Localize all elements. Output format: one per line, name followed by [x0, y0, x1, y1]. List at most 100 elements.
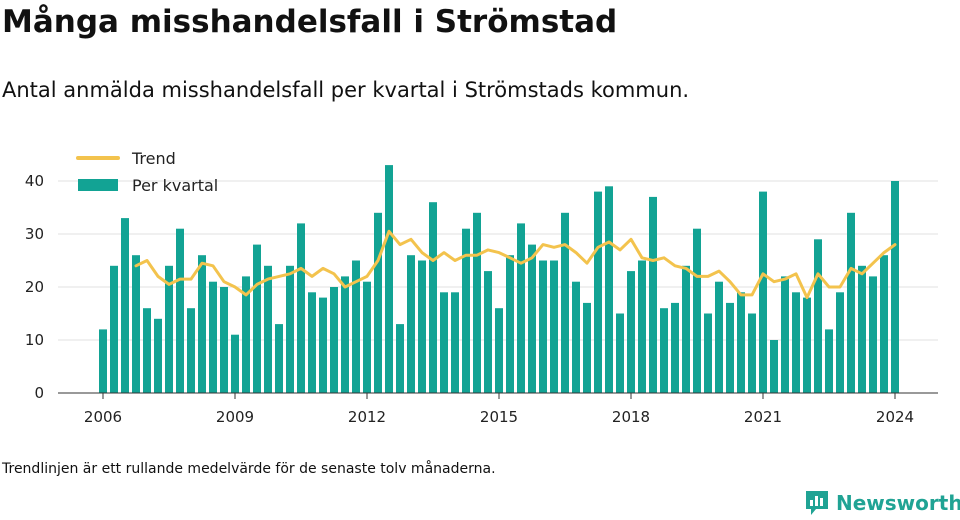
bar [187, 308, 195, 393]
chart-title: Många misshandelsfall i Strömstad [2, 4, 618, 40]
bar [550, 260, 558, 393]
bar [264, 265, 272, 393]
bar [440, 292, 448, 393]
bar [473, 212, 481, 393]
legend: Trend Per kvartal [76, 149, 218, 195]
bar [660, 308, 668, 393]
bar [671, 302, 679, 393]
x-tick-label: 2006 [84, 408, 122, 426]
bar [517, 223, 525, 393]
bar [649, 196, 657, 393]
bar [385, 165, 393, 393]
bar [594, 191, 602, 393]
bar [220, 287, 228, 393]
x-axis: 2006 2009 2012 2015 2018 2021 2024 [58, 392, 938, 426]
bar [341, 276, 349, 393]
bar [715, 281, 723, 393]
bar [858, 265, 866, 393]
brand-logo[interactable]: Newsworthy [804, 489, 960, 517]
bar [330, 287, 338, 393]
y-tick-label: 40 [25, 172, 44, 190]
brand-name: Newsworthy [836, 491, 960, 515]
bar [792, 292, 800, 393]
legend-bar-label: Per kvartal [132, 176, 218, 195]
x-tick-label: 2018 [612, 408, 650, 426]
trend-line [134, 229, 897, 300]
y-tick-label: 20 [25, 278, 44, 296]
bar-chart-logo-icon [806, 491, 828, 515]
bar [418, 260, 426, 393]
y-tick-label: 10 [25, 331, 44, 349]
y-tick-label: 30 [25, 225, 44, 243]
bar [605, 186, 613, 393]
legend-trend-label: Trend [131, 149, 176, 168]
bar [363, 281, 371, 393]
bar [781, 276, 789, 393]
bar [462, 228, 470, 393]
bar [880, 255, 888, 393]
bar-series [99, 165, 899, 393]
y-axis: 0 10 20 30 40 [25, 172, 44, 402]
bar [99, 329, 107, 393]
bar [231, 334, 239, 393]
legend-bar-swatch [78, 179, 118, 191]
bar [539, 260, 547, 393]
bar [891, 181, 899, 393]
bar [132, 255, 140, 393]
chart-subtitle: Antal anmälda misshandelsfall per kvarta… [2, 78, 690, 102]
bar [308, 292, 316, 393]
bar [869, 276, 877, 393]
x-tick-label: 2012 [348, 408, 386, 426]
bar [682, 265, 690, 393]
bar [286, 265, 294, 393]
footnote: Trendlinjen är ett rullande medelvärde f… [2, 461, 496, 477]
bar [561, 212, 569, 393]
bar [396, 324, 404, 393]
bar [506, 255, 514, 393]
bar [704, 313, 712, 393]
bar [484, 271, 492, 393]
bar [451, 292, 459, 393]
bar [583, 302, 591, 393]
bar [847, 212, 855, 393]
bar [198, 255, 206, 393]
bar [836, 292, 844, 393]
bar [495, 308, 503, 393]
bar [352, 260, 360, 393]
x-tick-label: 2015 [480, 408, 518, 426]
x-tick-label: 2021 [744, 408, 782, 426]
bar [374, 212, 382, 393]
bar [616, 313, 624, 393]
bar [429, 202, 437, 393]
bar [825, 329, 833, 393]
bar [143, 308, 151, 393]
bar [814, 239, 822, 393]
bar [528, 244, 536, 393]
bar [572, 281, 580, 393]
bar [726, 302, 734, 393]
bar [209, 281, 217, 393]
bar [737, 292, 745, 393]
bar [176, 228, 184, 393]
bar [242, 276, 250, 393]
y-tick-label: 0 [34, 384, 44, 402]
bar [638, 260, 646, 393]
bar [407, 255, 415, 393]
bar [627, 271, 635, 393]
bar [121, 218, 129, 393]
bar [154, 318, 162, 393]
bar [748, 313, 756, 393]
bar [253, 244, 261, 393]
bar [165, 265, 173, 393]
x-tick-label: 2024 [876, 408, 914, 426]
bar [759, 191, 767, 393]
bar [319, 297, 327, 393]
chart-area: 0 10 20 30 40 2006 2009 2012 2015 2018 2021 2024 T… [25, 149, 938, 426]
bar [275, 324, 283, 393]
bar [803, 297, 811, 393]
x-tick-label: 2009 [216, 408, 254, 426]
bar [297, 223, 305, 393]
bar [693, 228, 701, 393]
bar [770, 340, 778, 393]
bar [110, 265, 118, 393]
